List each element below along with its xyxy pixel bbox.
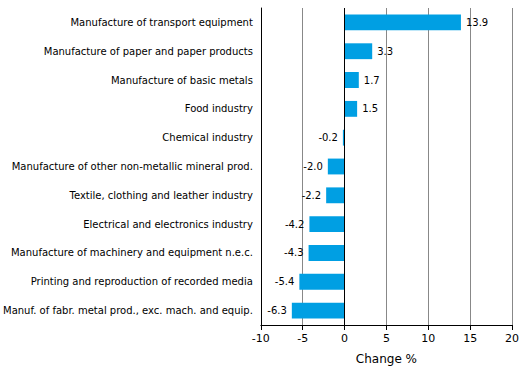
svg-text:Chemical industry: Chemical industry <box>162 132 253 143</box>
svg-text:-6.3: -6.3 <box>267 305 287 316</box>
svg-text:Printing and reproduction of r: Printing and reproduction of recorded me… <box>31 276 253 287</box>
svg-text:-5.4: -5.4 <box>275 276 295 287</box>
svg-text:Manufacture of machinery and e: Manufacture of machinery and equipment n… <box>11 247 253 258</box>
svg-text:-4.2: -4.2 <box>285 219 305 230</box>
svg-text:Manufacture of transport equip: Manufacture of transport equipment <box>70 17 252 28</box>
svg-text:-4.3: -4.3 <box>284 247 304 258</box>
svg-text:Food industry: Food industry <box>185 103 253 114</box>
svg-text:5: 5 <box>383 332 390 345</box>
svg-text:Change %: Change % <box>356 352 417 366</box>
svg-text:1.7: 1.7 <box>364 75 380 86</box>
svg-text:Manufacture of other non-metal: Manufacture of other non-metallic minera… <box>12 161 253 172</box>
svg-text:Manufacture of paper and paper: Manufacture of paper and paper products <box>44 46 253 57</box>
svg-text:Manuf. of fabr. metal prod., e: Manuf. of fabr. metal prod., exc. mach. … <box>3 305 253 316</box>
svg-text:Electrical and electronics ind: Electrical and electronics industry <box>83 219 253 230</box>
svg-text:10: 10 <box>421 332 435 345</box>
svg-text:Manufacture of basic metals: Manufacture of basic metals <box>111 75 253 86</box>
svg-text:0: 0 <box>341 332 348 345</box>
svg-text:-10: -10 <box>252 332 270 345</box>
svg-text:Textile, clothing and leather: Textile, clothing and leather industry <box>69 190 253 201</box>
svg-text:-5: -5 <box>297 332 308 345</box>
svg-text:-0.2: -0.2 <box>318 132 338 143</box>
svg-text:15: 15 <box>463 332 477 345</box>
svg-text:-2.2: -2.2 <box>302 190 322 201</box>
svg-text:1.5: 1.5 <box>362 103 378 114</box>
svg-text:-2.0: -2.0 <box>303 161 323 172</box>
svg-text:3.3: 3.3 <box>377 46 393 57</box>
svg-text:13.9: 13.9 <box>466 17 488 28</box>
svg-text:20: 20 <box>505 332 519 345</box>
